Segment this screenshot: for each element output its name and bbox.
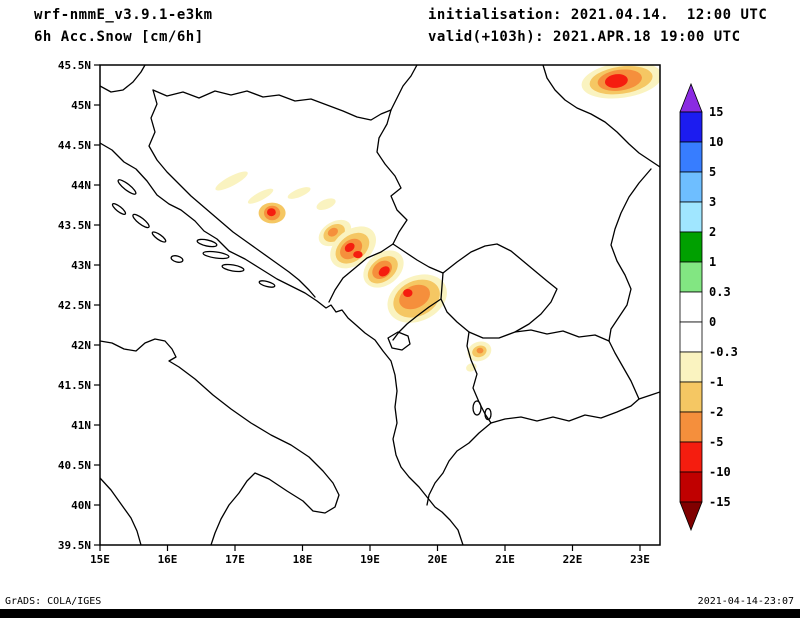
colorbar-segment (680, 142, 702, 172)
island (170, 255, 183, 264)
border-croatia-serbia (391, 65, 417, 110)
x-axis-tick-label: 23E (630, 553, 650, 566)
colorbar-boundary-label: 0 (709, 315, 716, 329)
island (203, 250, 230, 260)
coastline-east-adriatic (100, 143, 463, 545)
y-axis-tick-label: 44.5N (58, 139, 91, 152)
x-axis-tick-label: 20E (428, 553, 448, 566)
snow-shading-blob (477, 348, 484, 354)
grads-plot-window: wrf-nmmE_v3.9.1-e3km 6h Acc.Snow [cm/6h]… (0, 0, 800, 618)
colorbar-segment (680, 232, 702, 262)
colorbar-boundary-label: -1 (709, 375, 723, 389)
bottom-black-bar (0, 609, 800, 618)
x-axis-tick-label: 19E (360, 553, 380, 566)
colorbar-boundary-label: -5 (709, 435, 723, 449)
island (116, 178, 137, 196)
colorbar-segment (680, 112, 702, 142)
y-axis-tick-label: 42N (71, 339, 91, 352)
colorbar-segment (680, 442, 702, 472)
colorbar-boundary-label: 10 (709, 135, 723, 149)
coastline-italy-tyrrhenian (100, 478, 141, 545)
snow-shading-blob (403, 289, 412, 297)
border-slovenia-croatia (100, 65, 145, 92)
colorbar-arrow-top (680, 84, 702, 112)
snow-shading-blob (286, 185, 312, 202)
island (131, 212, 150, 229)
y-axis-tick-label: 43N (71, 259, 91, 272)
colorbar-boundary-label: 3 (709, 195, 716, 209)
border-croatia-bosnia-north (153, 90, 391, 120)
x-axis-tick-label: 15E (90, 553, 110, 566)
axes: 15E 16E 17E 18E 19E 20E 21E 22E 23E 45.5N 45N 44.5N… (58, 59, 660, 566)
colorbar-boundary-label: -15 (709, 495, 731, 509)
y-axis-tick-label: 41.5N (58, 379, 91, 392)
border-albania-greece (427, 423, 491, 505)
snow-shading-blob (213, 168, 250, 194)
lake-ohrid (473, 401, 481, 415)
border-macedonia-greece (491, 392, 660, 423)
snow-shading (213, 57, 664, 373)
x-axis-tick-label: 16E (158, 553, 178, 566)
colorbar-arrow-bottom (680, 502, 702, 530)
island (222, 263, 245, 273)
colorbar-segment (680, 412, 702, 442)
border-serbia-macedonia (515, 330, 609, 341)
snow-shading-blob (267, 208, 276, 216)
border-croatia-bosnia-west (149, 90, 315, 297)
island (151, 230, 167, 243)
colorbar-boundary-label: -2 (709, 405, 723, 419)
y-axis-tick-label: 42.5N (58, 299, 91, 312)
adriatic-islands (111, 178, 275, 289)
y-axis-tick-label: 45.5N (58, 59, 91, 72)
y-axis-tick-label: 45N (71, 99, 91, 112)
map-outlines (100, 65, 660, 545)
y-axis-tick-label: 43.5N (58, 219, 91, 232)
y-axis-tick-label: 44N (71, 179, 91, 192)
y-axis-tick-label: 39.5N (58, 539, 91, 552)
island (259, 280, 276, 289)
colorbar-segment (680, 262, 702, 292)
map-canvas: 15E 16E 17E 18E 19E 20E 21E 22E 23E 45.5N 45N 44.5N… (0, 0, 800, 618)
x-axis-tick-label: 21E (495, 553, 515, 566)
colorbar-boundary-label: -10 (709, 465, 731, 479)
colorbar-boundary-label: 5 (709, 165, 716, 179)
colorbar-segment (680, 292, 702, 322)
x-axis-tick-label: 17E (225, 553, 245, 566)
y-axis-tick-label: 40N (71, 499, 91, 512)
x-axis-tick-label: 18E (293, 553, 313, 566)
colorbar-boundary-label: 0.3 (709, 285, 731, 299)
snow-shading-blob (315, 196, 337, 212)
colorbar-segment (680, 322, 702, 352)
snow-shading-blob (353, 251, 362, 258)
colorbar-segment (680, 202, 702, 232)
grads-credit: GrADS: COLA/IGES (5, 596, 101, 607)
colorbar-boundary-label: 15 (709, 105, 723, 119)
y-axis-tick-label: 40.5N (58, 459, 91, 472)
lake-scutari (388, 332, 410, 350)
coastline-italy (100, 339, 339, 545)
colorbar-segment (680, 352, 702, 382)
border-bosnia-serbia-drina (377, 110, 407, 244)
island (197, 238, 218, 248)
colorbar-boundary-label: 2 (709, 225, 716, 239)
colorbar-segment (680, 382, 702, 412)
colorbar-boundary-label: -0.3 (709, 345, 738, 359)
colorbar-boundary-label: 1 (709, 255, 716, 269)
colorbar-segment (680, 172, 702, 202)
border-kosovo (441, 244, 557, 338)
colorbar-legend: 15 10 5 3 2 1 0.3 0 -0.3 -1 -2 -5 -10 -15 (680, 84, 738, 530)
border-macedonia-bulgaria (609, 341, 639, 399)
border-serbia-bulgaria (609, 169, 651, 341)
y-axis-tick-label: 41N (71, 419, 91, 432)
colorbar-segment (680, 472, 702, 502)
island (111, 202, 127, 216)
x-axis-tick-label: 22E (563, 553, 583, 566)
plot-timestamp: 2021-04-14-23:07 (698, 596, 794, 607)
